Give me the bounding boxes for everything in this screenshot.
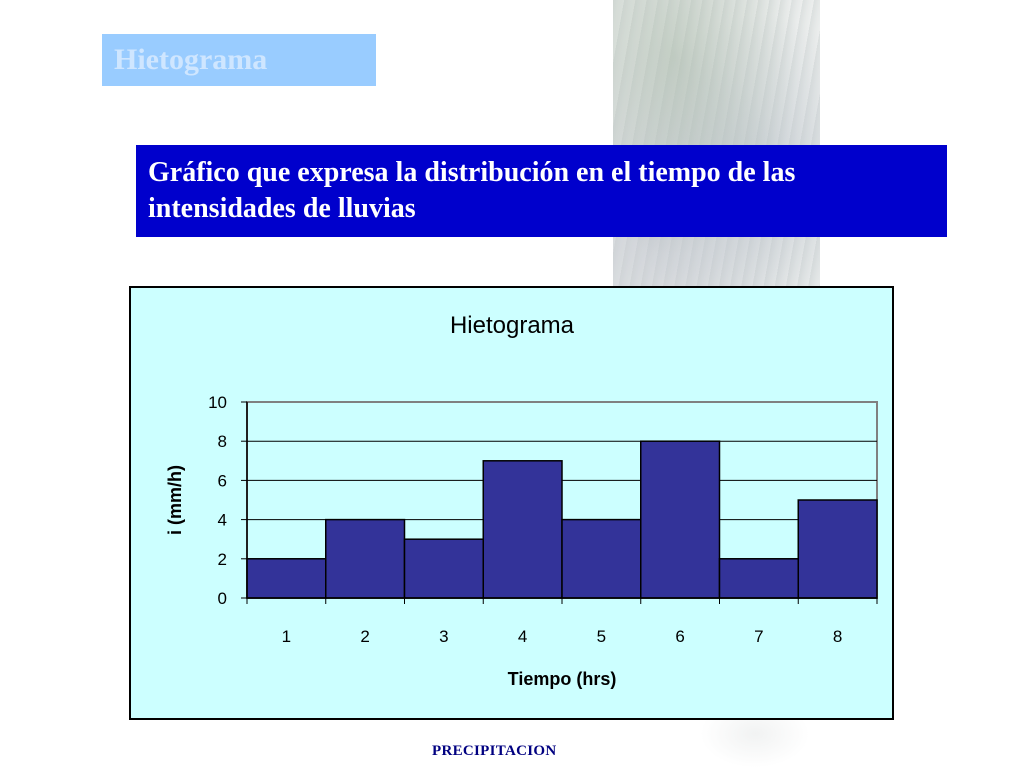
x-tick-label: 2 (360, 627, 369, 646)
y-tick-label: 6 (218, 471, 227, 490)
slide-title: Hietograma (114, 43, 268, 76)
bar (718, 558, 799, 599)
bar (797, 499, 878, 599)
y-tick-label: 4 (218, 511, 227, 530)
bar (403, 538, 484, 599)
footer-text: PRECIPITACION (432, 743, 557, 759)
x-tick-label: 8 (833, 627, 842, 646)
definition-box: Gráfico que expresa la distribución en e… (136, 145, 947, 237)
x-tick-label: 5 (597, 627, 606, 646)
chart-title: Hietograma (450, 312, 575, 339)
y-axis-label: i (mm/h) (165, 465, 185, 535)
y-tick-label: 8 (218, 432, 227, 451)
x-tick-label: 6 (675, 627, 684, 646)
y-tick-label: 10 (208, 393, 227, 412)
bar (246, 558, 327, 599)
slide-title-box: Hietograma (102, 34, 376, 86)
bar (482, 460, 563, 599)
x-tick-label: 4 (518, 627, 527, 646)
x-tick-label: 1 (282, 627, 291, 646)
bar (640, 440, 721, 599)
bar (325, 518, 406, 599)
bar (561, 518, 642, 599)
y-tick-label: 0 (218, 589, 227, 608)
y-tick-label: 2 (218, 550, 227, 569)
definition-text: Gráfico que expresa la distribución en e… (148, 157, 796, 224)
x-tick-label: 3 (439, 627, 448, 646)
x-axis-label: Tiempo (hrs) (508, 669, 617, 689)
x-tick-label: 7 (754, 627, 763, 646)
chart-frame: 0 2 4 6 8 10 1 2 3 4 5 6 7 8 Hietograma Tiempo (hrs) i (… (129, 286, 894, 720)
